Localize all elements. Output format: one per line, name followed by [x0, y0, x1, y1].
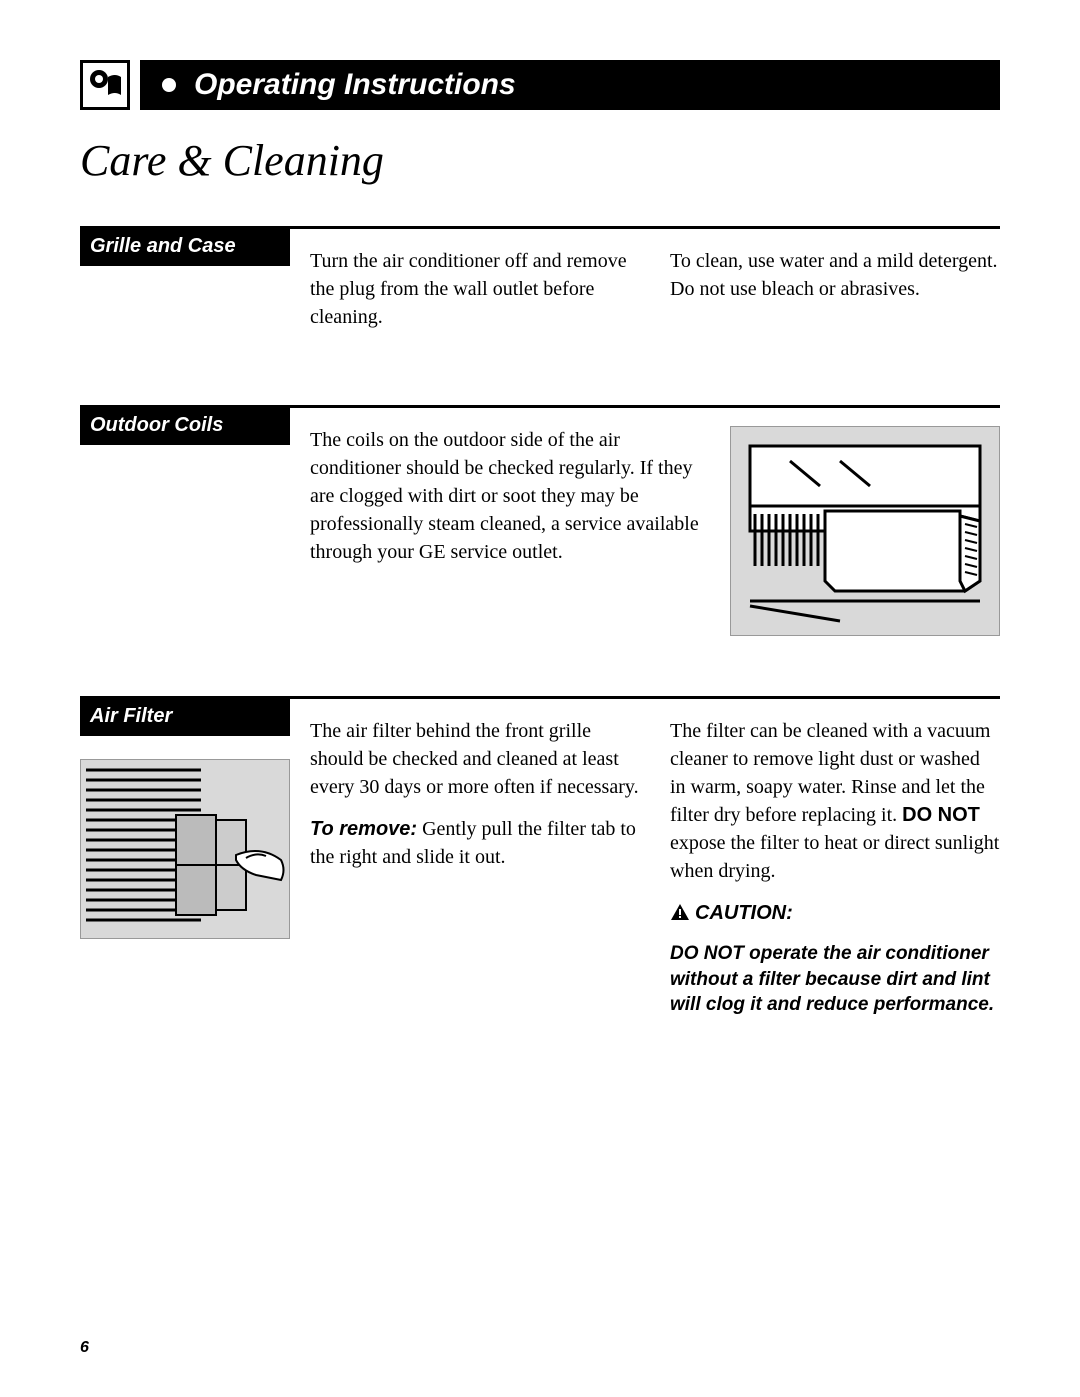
caution-line: CAUTION: — [670, 899, 1000, 927]
grille-text-2: To clean, use water and a mild detergent… — [670, 247, 1000, 303]
filter-remove-label: To remove: — [310, 818, 417, 840]
section-label-coils: Outdoor Coils — [80, 408, 290, 445]
caution-text: DO NOT operate the air conditioner witho… — [670, 941, 1000, 1018]
warning-icon — [670, 903, 690, 921]
filter-text-2: The filter can be cleaned with a vacuum … — [670, 717, 1000, 885]
filter-text-2b: expose the filter to heat or direct sunl… — [670, 832, 999, 882]
section-coils: Outdoor Coils The coils on the outdoor s… — [80, 405, 1000, 696]
grille-col1: Turn the air conditioner off and remove … — [310, 247, 640, 345]
grille-text-1: Turn the air conditioner off and remove … — [310, 247, 640, 331]
header-bar: Operating Instructions — [80, 60, 1000, 110]
section-label-grille: Grille and Case — [80, 229, 290, 266]
section-filter: Air Filter The air fi — [80, 696, 1000, 1112]
section-label-filter: Air Filter — [80, 699, 290, 736]
filter-removal-icon — [81, 760, 289, 938]
filter-remove-line: To remove: Gently pull the filter tab to… — [310, 815, 640, 871]
header-title: Operating Instructions — [194, 68, 516, 102]
filter-illustration — [80, 759, 290, 939]
filter-col2: The filter can be cleaned with a vacuum … — [670, 717, 1000, 1032]
window-ac-icon — [740, 436, 990, 626]
header-logo-box — [80, 60, 130, 110]
filter-text-1: The air filter behind the front grille s… — [310, 717, 640, 801]
section-body-coils: The coils on the outdoor side of the air… — [310, 408, 1000, 636]
filter-col1: The air filter behind the front grille s… — [310, 717, 640, 1032]
caution-label: CAUTION: — [695, 902, 793, 924]
header-bullet-icon — [162, 78, 176, 92]
page-title: Care & Cleaning — [80, 135, 1000, 186]
owl-icon — [85, 65, 125, 105]
section-body-grille: Turn the air conditioner off and remove … — [310, 229, 1000, 345]
page-number: 6 — [80, 1339, 89, 1357]
coils-text-1: The coils on the outdoor side of the air… — [310, 426, 700, 566]
section-body-filter: The air filter behind the front grille s… — [310, 699, 1000, 1032]
section-grille: Grille and Case Turn the air conditioner… — [80, 226, 1000, 405]
grille-col2: To clean, use water and a mild detergent… — [670, 247, 1000, 345]
filter-donot: DO NOT — [902, 804, 980, 826]
header-title-bar: Operating Instructions — [140, 60, 1000, 110]
coils-col1: The coils on the outdoor side of the air… — [310, 426, 700, 636]
coils-illustration — [730, 426, 1000, 636]
